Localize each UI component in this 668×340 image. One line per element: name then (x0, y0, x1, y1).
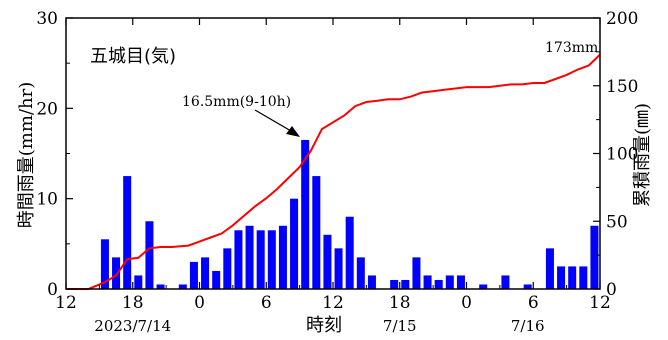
rainfall-bar (145, 221, 154, 289)
rainfall-bar (212, 270, 221, 289)
x-tick-label: 12 (55, 293, 77, 313)
rainfall-bar (590, 225, 599, 289)
rainfall-bar (189, 261, 198, 289)
rainfall-bar (323, 234, 332, 289)
rainfall-bar (568, 266, 577, 289)
rainfall-bar (178, 284, 187, 289)
y-axis-left-label: 時間雨量(mm/hr) (16, 82, 37, 228)
cumulative-rainfall-line (66, 53, 601, 290)
rainfall-bar (523, 284, 532, 289)
total-label: 173mm (545, 40, 598, 56)
peak-arrow-line (254, 109, 292, 132)
rainfall-bar (290, 198, 299, 289)
x-tick-label: 6 (261, 293, 272, 313)
rainfall-bar (134, 275, 143, 289)
tick-labels: 0 10 20 30 0 50 100 150 200 12 18 0 6 12 18 0 6 12 2023/7/… (36, 9, 638, 335)
rainfall-bar (423, 275, 432, 289)
rainfall-bar (367, 275, 376, 289)
rainfall-bar (345, 216, 354, 289)
chart-title: 五城目(気) (90, 46, 176, 67)
rainfall-bar (156, 284, 165, 289)
y-left-tick-label: 10 (36, 190, 58, 210)
rainfall-bar (234, 230, 243, 289)
y-left-tick-label: 20 (36, 99, 58, 119)
rainfall-bar (390, 279, 399, 289)
rainfall-bar (223, 248, 232, 289)
x-axis-label: 時刻 (306, 315, 342, 336)
x-tick-label: 6 (528, 293, 539, 313)
y-axis-right-label: 累積雨量(㎜) (632, 103, 653, 207)
rainfall-bar (112, 257, 121, 289)
date-label: 7/15 (383, 317, 417, 335)
peak-arrow-head (286, 126, 300, 137)
rainfall-bar (356, 257, 365, 289)
rainfall-bar (201, 257, 210, 289)
rainfall-bar (479, 284, 488, 289)
rainfall-bar (445, 275, 454, 289)
rainfall-bar (100, 239, 109, 289)
rainfall-bar (456, 275, 465, 289)
rainfall-bar (557, 266, 566, 289)
rainfall-bar (245, 225, 254, 289)
rainfall-bar (256, 230, 265, 289)
rainfall-bar (434, 279, 443, 289)
x-tick-label: 0 (194, 293, 205, 313)
rainfall-bar (301, 139, 310, 289)
date-label: 7/16 (511, 317, 545, 335)
x-tick-label: 0 (461, 293, 472, 313)
y-right-tick-label: 50 (606, 212, 628, 232)
rainfall-bar (401, 279, 410, 289)
rainfall-bar (267, 230, 276, 289)
rainfall-bar (579, 266, 588, 289)
y-right-tick-label: 150 (606, 77, 638, 97)
rainfall-bar (412, 257, 421, 289)
x-tick-label: 12 (322, 293, 344, 313)
rainfall-bar (123, 176, 132, 289)
rainfall-bar (545, 248, 554, 289)
date-label: 2023/7/14 (94, 317, 171, 335)
y-left-tick-label: 30 (36, 9, 58, 29)
hourly-rainfall-bars (100, 139, 599, 289)
rainfall-bar (278, 225, 287, 289)
x-tick-label: 18 (389, 293, 411, 313)
cumulative-line (66, 53, 601, 290)
rainfall-bar (334, 248, 343, 289)
y-right-tick-label: 0 (606, 280, 617, 300)
x-tick-label: 18 (122, 293, 144, 313)
y-right-tick-label: 200 (606, 9, 638, 29)
rainfall-bar (501, 275, 510, 289)
axes (65, 17, 601, 290)
y-left-tick-label: 0 (47, 280, 58, 300)
x-tick-label: 12 (589, 293, 611, 313)
y-right-tick-label: 100 (606, 145, 638, 165)
rainfall-bar (312, 176, 321, 289)
peak-label: 16.5mm(9-10h) (182, 94, 291, 110)
